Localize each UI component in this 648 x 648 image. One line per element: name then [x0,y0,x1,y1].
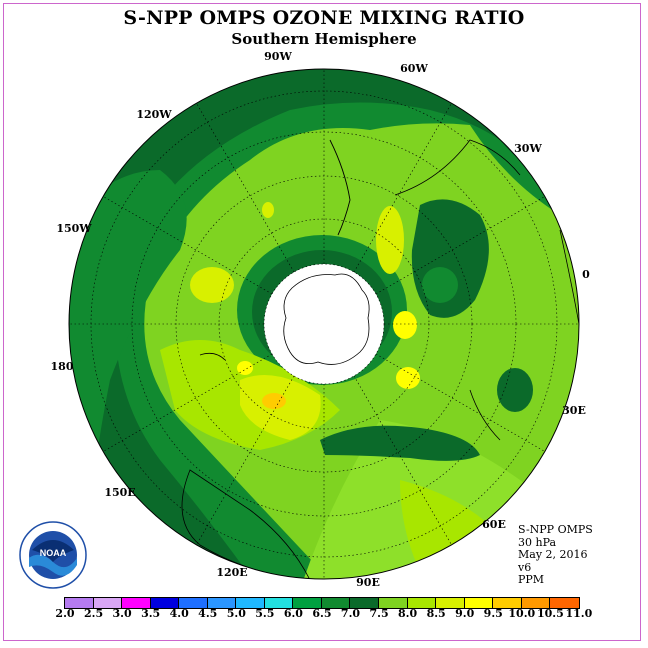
lon-label-0: 0 [582,268,590,281]
legend-tick-label: 4.5 [198,607,218,620]
legend-tick-label: 9.0 [455,607,475,620]
legend-tick-label: 10.0 [508,607,536,620]
contour-8-5-sw-small [237,361,253,375]
contour-8-5-e [393,311,417,339]
legend-tick-label: 5.5 [255,607,275,620]
legend-swatch [550,598,579,608]
meridian-line [353,103,452,273]
pressure-label: 30 hPa [518,535,557,549]
legend-swatch [464,598,494,608]
metadata-block: S-NPP OMPS 30 hPa May 2, 2016 v6 PPM [518,523,593,587]
legend-swatch [65,598,94,608]
meridian-line [375,353,545,452]
lon-label-150e: 150E [104,486,135,499]
noaa-logo-text: NOAA [40,548,67,558]
legend-tick-label: 7.0 [340,607,361,620]
contour-8-5-n [376,206,404,274]
legend-swatch [207,598,237,608]
legend-tick-label: 8.0 [398,607,418,620]
lon-label-90w: 90W [264,50,292,63]
legend-swatch [493,598,522,608]
meridian-line [103,196,273,295]
legend-tick-label: 6.5 [312,607,332,620]
contour-8-5-w [190,267,234,303]
map-border [68,68,580,580]
lon-label-30w: 30W [514,142,542,155]
figure-frame [3,3,641,641]
lon-label-30e: 30E [562,404,586,417]
meridian-line [375,196,545,295]
legend-tick-label: 9.5 [483,607,503,620]
polar-night-no-data [264,264,384,384]
meridian-line [103,353,273,452]
lon-label-120w: 120W [136,108,172,121]
legend-swatch [407,598,437,608]
color-legend-bar [64,597,580,609]
contour-6-5-west [69,69,560,579]
new-zealand-coastline [199,352,226,361]
legend-tick-label: 8.5 [426,607,446,620]
units-label: PPM [518,573,545,586]
legend-tick-label: 4.0 [169,607,189,620]
contour-6-0-east-core [422,267,458,303]
date-label: May 2, 2016 [518,548,588,561]
legend-swatch [179,598,208,608]
legend-tick-label: 11.0 [565,607,593,620]
legend-tick-label: 7.5 [369,607,389,620]
legend-swatch [521,598,551,608]
legend-swatch [350,598,380,608]
legend-swatch [436,598,465,608]
meridian-line [196,375,295,545]
legend-swatch [293,598,322,608]
lon-label-120e: 120E [216,566,247,579]
map-subtitle: Southern Hemisphere [231,30,417,48]
legend-tick-label: 2.5 [83,607,104,620]
graticule [69,69,579,579]
legend-tick-label: 6.0 [283,607,303,620]
legend-swatch [150,598,180,608]
longitude-labels: 90W 60W 30W 0 30E 60E 90E 120E 150E 180 … [51,50,591,589]
legend-tick-label: 5.0 [226,607,246,620]
legend-swatch [321,598,351,608]
south-america-coastline [329,139,351,236]
lon-label-90e: 90E [356,576,380,589]
legend-tick-label: 2.0 [55,607,75,620]
map-title: S-NPP OMPS OZONE MIXING RATIO [123,7,525,29]
color-legend-ticks: 2.0 2.5 3.0 3.5 4.0 4.5 5.0 5.5 6.0 6.5 7.0 7.5 8.0 8… [0,607,648,621]
legend-tick-label: 10.5 [536,607,564,620]
contour-6-5-inner-west [70,170,187,470]
meridian-line [353,375,452,545]
legend-swatch [264,598,294,608]
contour-9-0-max [262,393,286,409]
legend-swatch [93,598,123,608]
contour-8-5-se [396,367,420,389]
legend-swatch [236,598,265,608]
lon-label-180: 180 [51,360,74,373]
legend-swatch [122,598,151,608]
ozone-field [69,69,579,579]
lon-label-60w: 60W [400,62,428,75]
legend-tick-label: 3.0 [112,607,132,620]
lon-label-150w: 150W [56,222,92,235]
antarctica-coastline [283,273,370,365]
noaa-logo: NOAA [19,521,87,589]
australia-coastline [181,469,311,579]
meridian-line [196,103,295,273]
contour-6-5-se-eddy [497,368,533,412]
legend-tick-label: 3.5 [141,607,161,620]
south-atlantic-islands [394,139,521,196]
version-label: v6 [518,560,532,574]
lon-label-60e: 60E [482,518,506,531]
contour-8-5-nw-small [262,202,274,218]
contour-6-5-south-tongue [320,425,480,461]
meridians [69,69,579,579]
legend-swatch [379,598,408,608]
instrument-label: S-NPP OMPS [518,523,593,536]
madagascar-coastline [469,389,501,441]
